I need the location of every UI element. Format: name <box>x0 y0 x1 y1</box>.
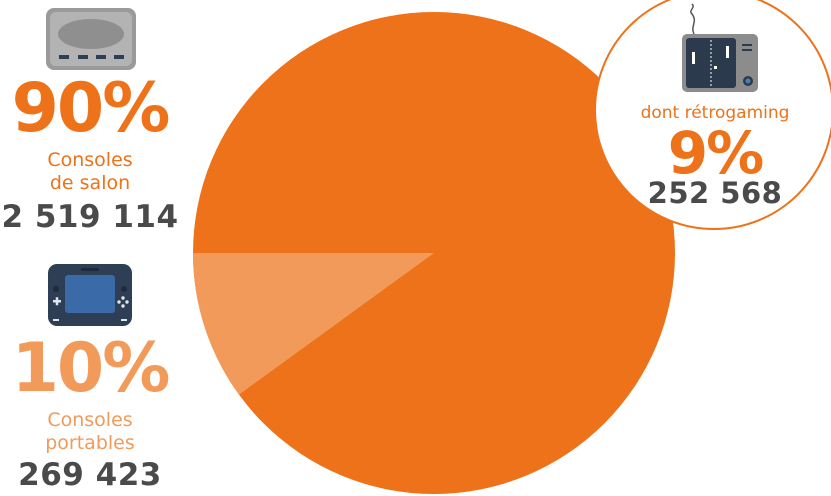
retro-percent: 9% <box>667 119 764 187</box>
pie-slice-portables <box>193 253 434 395</box>
retro-label: dont rétrogaming <box>640 103 790 123</box>
portables-percent: 10% <box>11 329 171 408</box>
pie-slices <box>193 12 675 494</box>
salon-label-line1: Consoles <box>47 149 133 171</box>
portables-label-line2: portables <box>45 432 135 454</box>
retro-count: 252 568 <box>647 176 783 210</box>
salon-label-line2: de salon <box>49 172 131 194</box>
salon-count: 2 519 114 <box>1 199 179 235</box>
portables-count: 269 423 <box>18 457 162 493</box>
portables-label-line1: Consoles <box>47 409 133 431</box>
home-console-icon <box>46 8 136 70</box>
retro-tv-pong-icon <box>682 3 758 92</box>
handheld-console-icon <box>48 264 132 326</box>
retro-callout-circle <box>594 0 831 230</box>
salon-percent: 90% <box>11 69 171 148</box>
